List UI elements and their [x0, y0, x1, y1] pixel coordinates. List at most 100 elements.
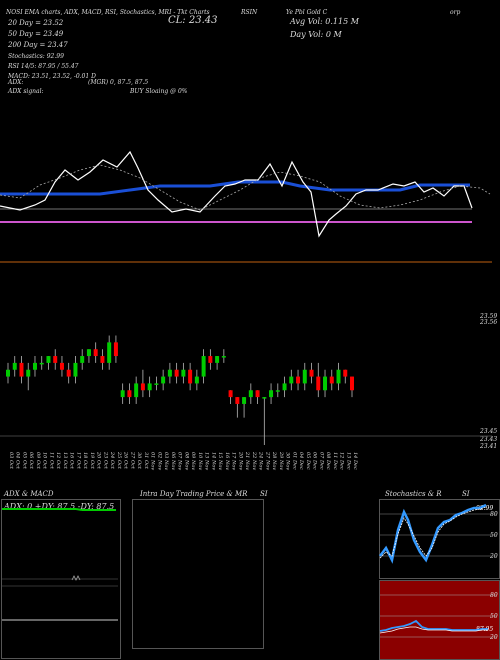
date-label: 26 Oct: [123, 451, 129, 470]
candle-body: [302, 369, 307, 384]
candle-body: [316, 376, 321, 391]
candle-body: [107, 342, 112, 363]
candlesticks: [0, 335, 492, 445]
stoch-panel-title: Stochastics & R: [385, 490, 442, 498]
date-label: 03 Nov: [163, 452, 169, 470]
ema-20-day: 20 Day = 23.52: [8, 19, 64, 27]
date-label: 13 Nov: [204, 452, 210, 470]
date-label: 06 Oct: [28, 452, 34, 470]
stoch-panel-suffix: SI: [462, 490, 470, 498]
date-label: 05 Dec: [305, 452, 311, 470]
stoch-level-50: 50: [490, 532, 498, 539]
candle-body: [269, 390, 274, 398]
candle-body: [161, 376, 166, 384]
date-label: 10 Oct: [42, 452, 48, 470]
ema-50-day: 50 Day = 23.49: [8, 30, 64, 38]
date-label: 06 Nov: [170, 452, 176, 470]
rsi-level-20: 20: [490, 634, 498, 641]
date-label: 15 Nov: [217, 452, 223, 470]
date-label: 05 Oct: [21, 452, 27, 470]
intraday-panel-title: Intra Day Trading Price & MR: [140, 490, 248, 498]
date-label: 11 Oct: [48, 452, 54, 470]
date-label: 13 Oct: [62, 452, 68, 470]
header-symbol: RSIN: [241, 9, 258, 16]
date-label: 10 Nov: [197, 452, 203, 470]
adx-label: ADX:: [8, 79, 24, 86]
candle-body: [329, 376, 334, 384]
ema-200-day: 200 Day = 23.47: [8, 41, 68, 49]
date-label: 13 Dec: [345, 452, 351, 470]
date-label: 18 Oct: [82, 452, 88, 470]
candle-body: [309, 369, 314, 377]
date-label: 06 Dec: [312, 452, 318, 470]
date-label: 07 Nov: [177, 452, 183, 470]
date-label: 31 Oct: [143, 452, 149, 470]
date-label: 21 Nov: [244, 451, 250, 470]
candle-body: [221, 356, 226, 358]
candle-body: [93, 349, 98, 357]
date-label: 12 Dec: [339, 452, 345, 470]
date-label: 11 Dec: [332, 452, 338, 470]
candle-body: [174, 369, 179, 377]
adx-panel-title: ADX & MACD: [4, 490, 54, 498]
price-axis-low2: 23.43: [480, 436, 498, 443]
candle-body: [336, 369, 341, 384]
candle-body: [228, 390, 233, 398]
date-label: 01 Nov: [150, 452, 156, 470]
date-label: 08 Dec: [325, 452, 331, 470]
candle-body: [12, 362, 17, 370]
stochastic-overlay-line: [0, 150, 473, 238]
candle-body: [140, 383, 145, 391]
date-label: 09 Oct: [35, 452, 41, 470]
candle-body: [323, 376, 328, 391]
candle-body: [120, 390, 125, 398]
date-label: 08 Nov: [183, 452, 189, 470]
date-label: 16 Nov: [224, 452, 230, 470]
candle-body: [201, 356, 206, 377]
day-volume: Day Vol: 0 M: [290, 30, 342, 39]
candle-body: [86, 349, 91, 357]
date-axis: 03 Oct 04 Oct 05 Oct 06 Oct 09 Oct 10 Oct 11 O…: [8, 451, 358, 470]
header-series-label: NOSI EMA charts, ADX, MACD, RSI, Stochas…: [6, 9, 210, 16]
date-label: 29 Nov: [278, 451, 284, 470]
date-label: 27 Nov: [264, 451, 270, 470]
ema-20-line: [0, 180, 470, 196]
candle-body: [32, 362, 37, 370]
header-company: Ye Pbl Gold C: [286, 9, 328, 16]
date-label: 14 Dec: [352, 452, 358, 470]
ema-lines: [0, 150, 492, 263]
candle-body: [235, 397, 240, 404]
candle-body: [134, 383, 139, 398]
candle-body: [248, 390, 253, 398]
date-label: 07 Dec: [318, 452, 324, 470]
candle-body: [80, 356, 85, 363]
adx-signal-value: BUY Sloaing @ 0%: [130, 88, 188, 95]
date-label: 30 Oct: [136, 452, 142, 470]
candle-body: [113, 342, 118, 357]
candle-body: [215, 356, 220, 363]
date-label: 04 Dec: [298, 452, 304, 470]
adx-signal-label: ADX signal:: [8, 88, 44, 95]
stoch-end-value: 92.99: [476, 505, 494, 512]
stochastic-line: [379, 503, 487, 564]
date-label: 24 Nov: [258, 451, 264, 470]
adx-macd-panel: [1, 499, 121, 659]
date-label: 27 Oct: [129, 451, 135, 470]
date-label: 23 Oct: [102, 451, 108, 470]
candle-body: [194, 376, 199, 384]
price-axis-low3: 23.41: [480, 443, 498, 450]
date-label: 03 Oct: [8, 452, 14, 470]
candle-body: [262, 397, 267, 399]
candle-body: [147, 383, 152, 391]
stochastics-value: Stochastics: 92.99: [8, 53, 64, 60]
date-label: 17 Oct: [75, 452, 81, 470]
stoch-level-80: 80: [490, 511, 498, 518]
date-label: 25 Oct: [116, 451, 122, 470]
date-label: 09 Nov: [190, 452, 196, 470]
header-corp: orp: [450, 9, 461, 16]
macd-value: MACD: 23.51, 23.52, -0.01 D: [8, 73, 96, 80]
stoch-level-20: 20: [490, 553, 498, 560]
main-price-chart: 03 Oct 04 Oct 05 Oct 06 Oct 09 Oct 10 Oct 11 O…: [0, 150, 492, 470]
date-label: 01 Dec: [291, 452, 297, 470]
